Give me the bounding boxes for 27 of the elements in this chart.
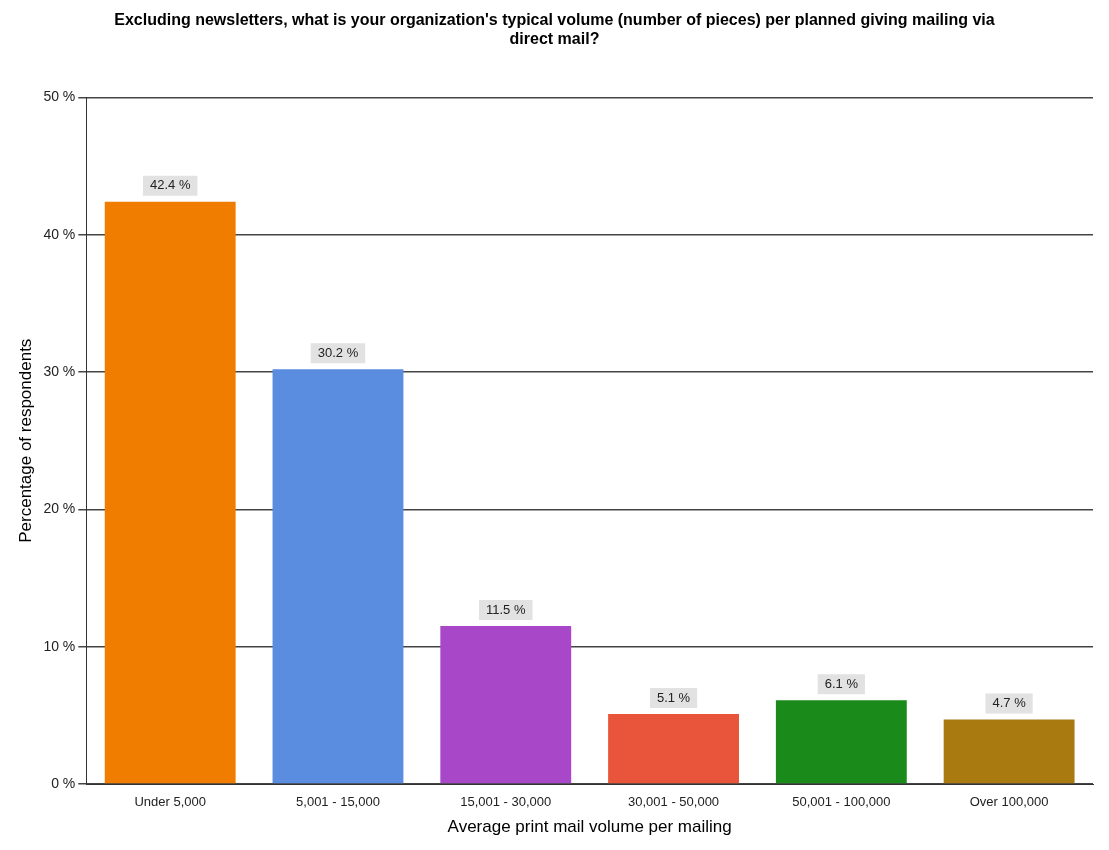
x-tick-label: 50,001 - 100,000 bbox=[792, 794, 891, 810]
x-tick-label: Under 5,000 bbox=[134, 794, 206, 810]
data-label: 5.1 % bbox=[656, 689, 691, 705]
bar bbox=[608, 713, 739, 784]
bar bbox=[775, 700, 907, 784]
x-axis-title: Average print mail volume per mailing bbox=[447, 817, 732, 837]
bar bbox=[104, 201, 236, 784]
y-tick-label: 50 % bbox=[43, 88, 76, 105]
data-label: 42.4 % bbox=[149, 177, 191, 193]
x-tick-label: 15,001 - 30,000 bbox=[460, 794, 552, 810]
y-axis-title: Percentage of respondents bbox=[15, 338, 35, 543]
data-label: 30.2 % bbox=[317, 344, 359, 360]
data-label: 6.1 % bbox=[824, 675, 859, 691]
bar bbox=[272, 369, 404, 784]
bar bbox=[440, 626, 572, 784]
y-tick-label: 30 % bbox=[43, 362, 76, 379]
data-label: 4.7 % bbox=[992, 695, 1027, 711]
x-tick-label: 30,001 - 50,000 bbox=[628, 794, 720, 810]
chart-title: Excluding newsletters, what is your organization's typical volume (number of pieces) per planned giving mailing via direct mail? bbox=[113, 10, 996, 49]
data-label: 11.5 % bbox=[486, 601, 526, 617]
x-tick-label: 5,001 - 15,000 bbox=[296, 794, 380, 810]
y-tick-label: 20 % bbox=[43, 500, 76, 517]
bar bbox=[943, 719, 1075, 784]
x-tick-label: Over 100,000 bbox=[969, 794, 1049, 810]
y-tick-label: 10 % bbox=[43, 637, 76, 654]
y-tick-label: 0 % bbox=[51, 774, 76, 791]
y-tick-label: 40 % bbox=[43, 225, 76, 242]
